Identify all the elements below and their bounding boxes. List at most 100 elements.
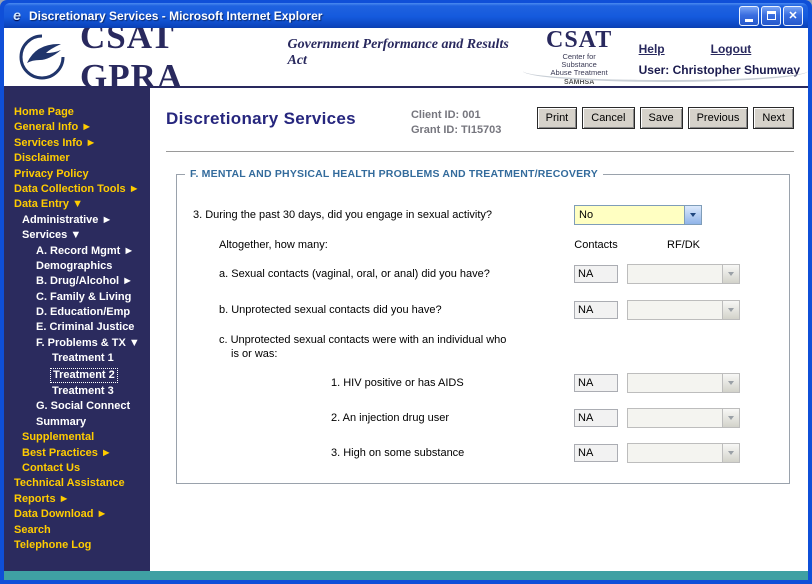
sidebar-item-reports[interactable]: Reports ►: [14, 492, 70, 505]
row-c-label-line1: c. Unprotected sexual contacts were with…: [189, 334, 777, 346]
sidebar-item-services-info[interactable]: Services Info ►: [14, 136, 97, 149]
row-c1-label: 1. HIV positive or has AIDS: [331, 377, 464, 389]
row-c2-rfdk-select[interactable]: [627, 408, 740, 428]
sidebar-item-treatment-3[interactable]: Treatment 3: [52, 385, 114, 398]
restore-icon: [766, 11, 776, 20]
client-id: Client ID: 001: [410, 109, 481, 121]
print-button[interactable]: Print: [536, 107, 578, 129]
chevron-down-glyph: [728, 451, 734, 455]
sidebar-item-summary[interactable]: Summary: [36, 415, 87, 428]
row-b: b. Unprotected sexual contacts did you h…: [189, 300, 777, 320]
sidebar-item-family-living[interactable]: C. Family & Living: [36, 290, 132, 303]
minimize-button[interactable]: [739, 5, 759, 26]
help-link[interactable]: Help: [638, 41, 665, 56]
row-b-contacts-input[interactable]: [574, 301, 618, 319]
row-c3: 3. High on some substance: [189, 443, 777, 463]
restore-button[interactable]: [761, 5, 781, 26]
chevron-down-glyph: [690, 213, 696, 217]
sidebar-item-supplemental[interactable]: Supplemental: [22, 431, 95, 444]
sidebar-item-data-download[interactable]: Data Download ►: [14, 508, 108, 521]
chevron-down-icon[interactable]: [684, 206, 701, 224]
chevron-down-glyph: [728, 308, 734, 312]
row-c3-contacts-input[interactable]: [574, 444, 618, 462]
main-header: Discretionary Services Client ID: 001 Gr…: [166, 105, 794, 138]
row-c3-rfdk-value: [628, 444, 722, 462]
row-c1-rfdk-select[interactable]: [627, 373, 740, 393]
sidebar-item-social-connect[interactable]: G. Social Connect: [36, 400, 131, 413]
sidebar-item-education-emp[interactable]: D. Education/Emp: [36, 306, 131, 319]
id-block: Client ID: 001 Grant ID: TI15703: [411, 105, 501, 138]
sidebar-item-data-collection-tools[interactable]: Data Collection Tools ►: [14, 182, 140, 195]
ie-icon: e: [13, 6, 21, 23]
header-divider: [166, 151, 794, 152]
sidebar-item-contact-us[interactable]: Contact Us: [22, 461, 81, 474]
sidebar-item-services[interactable]: Services ▼: [22, 229, 82, 242]
browser-content: CSAT GPRA Government Performance and Res…: [4, 28, 808, 580]
previous-button[interactable]: Previous: [687, 107, 749, 129]
rfdk-column-header: RF/DK: [667, 239, 700, 251]
window-title: Discretionary Services - Microsoft Inter…: [29, 8, 323, 23]
sidebar-item-privacy-policy[interactable]: Privacy Policy: [14, 167, 89, 180]
sidebar-item-disclaimer[interactable]: Disclaimer: [14, 152, 70, 165]
save-button[interactable]: Save: [639, 107, 683, 129]
row-b-rfdk-select[interactable]: [627, 300, 740, 320]
sidebar-item-data-entry[interactable]: Data Entry ▼: [14, 198, 83, 211]
sidebar-item-problems-tx[interactable]: F. Problems & TX ▼: [36, 336, 140, 349]
row-c2-label: 2. An injection drug user: [331, 412, 450, 424]
sidebar-item-administrative[interactable]: Administrative ►: [22, 213, 113, 226]
question-3-label: 3. During the past 30 days, did you enga…: [193, 209, 493, 221]
sidebar-item-demographics[interactable]: Demographics: [36, 259, 113, 272]
sidebar-item-telephone-log[interactable]: Telephone Log: [14, 538, 92, 551]
header-user-area: Help Logout User: Christopher Shumway: [639, 38, 800, 77]
status-strip: [4, 571, 808, 580]
cancel-button[interactable]: Cancel: [582, 107, 635, 129]
close-icon: ✕: [788, 10, 798, 22]
row-c-label-1: c. Unprotected sexual contacts were with…: [219, 334, 507, 346]
grant-id: Grant ID: TI15703: [410, 124, 502, 136]
chevron-down-glyph: [728, 381, 734, 385]
sidebar-item-treatment-1[interactable]: Treatment 1: [52, 352, 114, 365]
sidebar-item-drug-alcohol[interactable]: B. Drug/Alcohol ►: [36, 275, 134, 288]
row-a-rfdk-select[interactable]: [627, 264, 740, 284]
row-c3-rfdk-select[interactable]: [627, 443, 740, 463]
sidebar-item-criminal-justice[interactable]: E. Criminal Justice: [36, 321, 135, 334]
close-button[interactable]: ✕: [783, 5, 803, 26]
app-header: CSAT GPRA Government Performance and Res…: [4, 28, 808, 96]
sidebar-item-technical-assistance[interactable]: Technical Assistance: [14, 477, 125, 490]
title-bar[interactable]: e Discretionary Services - Microsoft Int…: [4, 3, 808, 28]
next-button[interactable]: Next: [753, 107, 794, 129]
row-c1-contacts-input[interactable]: [574, 374, 618, 392]
sidebar-item-best-practices[interactable]: Best Practices ►: [22, 446, 112, 459]
sidebar-item-general-info[interactable]: General Info ►: [14, 121, 93, 134]
row-b-label: b. Unprotected sexual contacts did you h…: [219, 304, 442, 316]
contacts-column-header: Contacts: [574, 239, 618, 251]
user-name: User: Christopher Shumway: [638, 62, 800, 77]
sidebar-item-home-page[interactable]: Home Page: [14, 106, 74, 118]
sidebar-item-treatment-2[interactable]: Treatment 2: [50, 367, 118, 383]
sidebar-nav: Home Page General Info ► Services Info ►…: [4, 88, 150, 571]
row-c3-label: 3. High on some substance: [331, 447, 465, 459]
row-c1-rfdk-value: [628, 374, 722, 392]
window-controls: ✕: [739, 5, 803, 26]
samhsa-label: SAMHSA: [563, 78, 595, 86]
page-body: Home Page General Info ► Services Info ►…: [4, 88, 808, 571]
logout-link[interactable]: Logout: [710, 41, 752, 56]
csat-logo: CSAT Center for Substance Abuse Treatmen…: [546, 28, 613, 86]
chevron-down-glyph: [728, 272, 734, 276]
sidebar-item-record-mgmt[interactable]: A. Record Mgmt ►: [36, 244, 135, 257]
sidebar-item-search[interactable]: Search: [14, 523, 51, 536]
header-links: Help Logout: [639, 42, 800, 56]
row-c2-contacts-input[interactable]: [574, 409, 618, 427]
section-f-legend: F. MENTAL AND PHYSICAL HEALTH PROBLEMS A…: [185, 168, 603, 180]
row-a-label: a. Sexual contacts (vaginal, oral, or an…: [219, 268, 490, 280]
row-a-contacts-input[interactable]: [574, 265, 618, 283]
page-title: Discretionary Services: [166, 109, 356, 128]
chevron-down-glyph: [728, 416, 734, 420]
question-3-select[interactable]: No: [574, 205, 702, 225]
row-c-label-line2: is or was:: [189, 348, 777, 360]
row-a: a. Sexual contacts (vaginal, oral, or an…: [189, 264, 777, 284]
chevron-down-icon: [722, 265, 739, 283]
brand-lockup: CSAT GPRA Government Performance and Res…: [80, 28, 518, 97]
section-f-fieldset: F. MENTAL AND PHYSICAL HEALTH PROBLEMS A…: [176, 168, 790, 484]
